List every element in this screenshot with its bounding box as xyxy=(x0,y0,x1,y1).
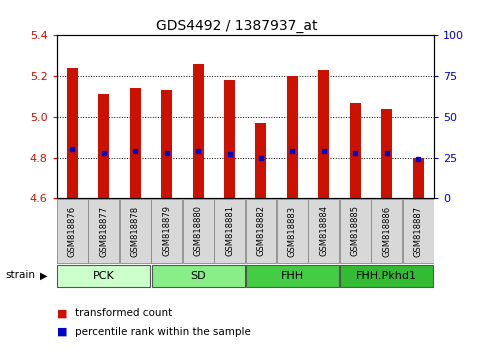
Bar xyxy=(57,199,88,263)
Text: FHH: FHH xyxy=(281,271,304,281)
Bar xyxy=(340,199,371,263)
Bar xyxy=(214,199,245,263)
Bar xyxy=(151,199,182,263)
Bar xyxy=(152,265,245,287)
Text: SD: SD xyxy=(190,271,206,281)
Bar xyxy=(403,199,433,263)
Text: ■: ■ xyxy=(57,327,67,337)
Bar xyxy=(67,68,78,198)
Bar xyxy=(381,109,392,198)
Bar xyxy=(318,70,329,198)
Bar xyxy=(193,64,204,198)
Text: ■: ■ xyxy=(57,308,67,318)
Text: PCK: PCK xyxy=(93,271,115,281)
Bar xyxy=(161,90,172,198)
Text: GDS4492 / 1387937_at: GDS4492 / 1387937_at xyxy=(156,19,317,34)
Text: ▶: ▶ xyxy=(40,270,48,280)
Bar xyxy=(309,199,339,263)
Bar xyxy=(340,265,433,287)
Text: GSM818878: GSM818878 xyxy=(131,205,140,257)
Text: GSM818882: GSM818882 xyxy=(256,205,266,257)
Text: GSM818876: GSM818876 xyxy=(68,205,77,257)
Text: GSM818885: GSM818885 xyxy=(351,205,360,257)
Bar xyxy=(277,199,308,263)
Text: GSM818883: GSM818883 xyxy=(288,205,297,257)
Text: FHH.Pkhd1: FHH.Pkhd1 xyxy=(356,271,417,281)
Text: GSM818887: GSM818887 xyxy=(414,205,423,257)
Text: GSM818886: GSM818886 xyxy=(382,205,391,257)
Text: GSM818884: GSM818884 xyxy=(319,205,328,257)
Text: GSM818881: GSM818881 xyxy=(225,205,234,257)
Bar xyxy=(246,199,277,263)
Bar xyxy=(413,158,423,198)
Text: GSM818880: GSM818880 xyxy=(194,205,203,257)
Bar xyxy=(350,103,361,198)
Bar xyxy=(287,76,298,198)
Bar xyxy=(57,265,150,287)
Bar xyxy=(120,199,151,263)
Bar xyxy=(130,88,141,198)
Bar xyxy=(371,199,402,263)
Bar xyxy=(88,199,119,263)
Bar xyxy=(98,95,109,198)
Bar xyxy=(183,199,213,263)
Text: transformed count: transformed count xyxy=(75,308,173,318)
Text: strain: strain xyxy=(5,270,35,280)
Bar xyxy=(224,80,235,198)
Text: GSM818877: GSM818877 xyxy=(99,205,108,257)
Text: GSM818879: GSM818879 xyxy=(162,205,171,257)
Bar xyxy=(255,123,267,198)
Text: percentile rank within the sample: percentile rank within the sample xyxy=(75,327,251,337)
Bar xyxy=(246,265,339,287)
